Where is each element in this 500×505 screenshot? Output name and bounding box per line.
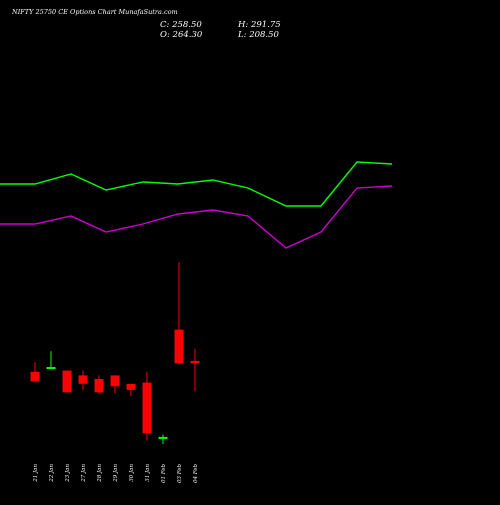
high-price-label: H: 291.75 xyxy=(237,20,281,30)
candle-31-jan xyxy=(142,371,152,441)
candle-04-feb xyxy=(190,348,200,392)
candle-body xyxy=(126,383,136,390)
candle-body xyxy=(174,329,184,364)
date-tick-label: 23 Jan xyxy=(65,464,71,483)
date-tick-label: 31 Jan xyxy=(145,464,151,482)
date-tick-label: 30 Jan xyxy=(129,464,135,482)
bands-layer xyxy=(0,161,393,249)
date-axis: 21 Jan 22 Jan 23 Jan 27 Jan 28 Jan 29 Jan 30 J… xyxy=(33,464,199,484)
candle-27-jan xyxy=(78,370,88,390)
date-tick-label: 29 Jan xyxy=(113,464,119,483)
candle-01-feb xyxy=(158,434,168,445)
candle-body xyxy=(142,382,152,434)
candle-23-jan xyxy=(62,370,72,393)
lower-band-line xyxy=(0,185,393,249)
candle-03-feb xyxy=(174,262,184,364)
date-tick-label: 27 Jan xyxy=(81,464,87,483)
candle-body xyxy=(94,379,104,393)
candle-21-jan xyxy=(30,362,40,382)
candle-body xyxy=(62,370,72,393)
date-tick-label: 21 Jan xyxy=(33,464,39,483)
date-tick-label: 04 Feb xyxy=(193,464,199,484)
candles-layer xyxy=(30,262,200,445)
chart-title: NIFTY 25750 CE Options Chart MunafaSutra… xyxy=(11,8,178,16)
low-price-label: L: 208.50 xyxy=(237,30,280,40)
open-price-label: O: 264.30 xyxy=(160,30,203,40)
candle-28-jan xyxy=(94,375,104,394)
candle-22-jan xyxy=(46,351,56,369)
candle-body xyxy=(46,367,56,369)
candle-30-jan xyxy=(126,383,136,396)
candle-body xyxy=(190,360,200,364)
date-tick-label: 28 Jan xyxy=(97,464,103,483)
candle-body xyxy=(78,375,88,384)
candle-body xyxy=(110,375,120,387)
date-tick-label: 22 Jan xyxy=(49,464,55,483)
candle-29-jan xyxy=(110,375,120,394)
close-price-label: C: 258.50 xyxy=(160,20,202,30)
upper-band-line xyxy=(0,161,393,207)
date-tick-label: 01 Feb xyxy=(161,464,167,484)
date-tick-label: 03 Feb xyxy=(177,464,183,484)
candle-body xyxy=(158,436,168,439)
candle-body xyxy=(30,371,40,382)
